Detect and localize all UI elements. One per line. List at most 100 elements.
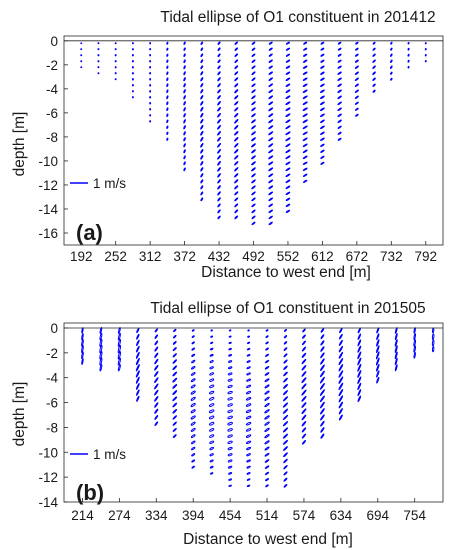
tidal-ellipse bbox=[394, 364, 398, 372]
tidal-ellipse bbox=[247, 329, 250, 332]
tidal-ellipse bbox=[166, 41, 169, 45]
x-tick-label: 432 bbox=[208, 249, 231, 264]
tidal-ellipse bbox=[97, 66, 100, 69]
tidal-ellipse bbox=[283, 347, 288, 351]
tidal-ellipse bbox=[183, 107, 186, 112]
tidal-ellipse bbox=[191, 459, 196, 463]
tidal-ellipse bbox=[320, 89, 325, 94]
tidal-ellipse bbox=[283, 446, 288, 451]
tidal-ellipse bbox=[264, 359, 270, 364]
tidal-ellipse bbox=[135, 370, 140, 378]
legend-label-a: 1 m/s bbox=[93, 176, 126, 191]
tidal-ellipse bbox=[190, 434, 196, 439]
tidal-ellipse bbox=[265, 347, 269, 351]
tidal-ellipse bbox=[319, 389, 325, 397]
tidal-ellipse bbox=[97, 48, 100, 51]
tidal-ellipse bbox=[285, 203, 291, 208]
tidal-ellipse bbox=[320, 155, 325, 159]
tidal-ellipse bbox=[283, 452, 288, 458]
tidal-ellipse bbox=[285, 155, 291, 160]
tidal-ellipse bbox=[320, 149, 325, 153]
tidal-ellipse bbox=[200, 179, 204, 184]
tidal-ellipse bbox=[357, 363, 362, 372]
tidal-ellipse bbox=[302, 83, 308, 88]
tidal-ellipse bbox=[131, 42, 134, 45]
tidal-ellipse bbox=[135, 357, 140, 366]
y-tick-label: -6 bbox=[46, 106, 58, 121]
tidal-ellipse bbox=[166, 131, 169, 135]
legend-a: 1 m/s bbox=[70, 176, 126, 191]
tidal-ellipse bbox=[166, 101, 169, 106]
panel-b: Tidal ellipse of O1 constituent in 20150… bbox=[11, 300, 444, 548]
tidal-ellipse bbox=[285, 191, 291, 196]
tidal-ellipse bbox=[172, 402, 178, 408]
tidal-ellipse bbox=[209, 366, 214, 370]
tidal-ellipse bbox=[338, 414, 343, 421]
tidal-ellipse bbox=[217, 101, 221, 106]
tidal-ellipse bbox=[80, 66, 83, 69]
tidal-ellipse bbox=[319, 408, 325, 415]
tidal-ellipse bbox=[265, 329, 269, 332]
tidal-ellipse bbox=[355, 113, 359, 117]
x-tick-label: 612 bbox=[311, 249, 334, 264]
tidal-ellipse bbox=[234, 119, 239, 124]
tidal-ellipse bbox=[301, 402, 307, 408]
tidal-ellipse bbox=[217, 142, 222, 148]
tidal-ellipse bbox=[268, 47, 273, 51]
tidal-ellipse bbox=[302, 95, 308, 100]
x-tick-label: 694 bbox=[367, 508, 390, 523]
tidal-ellipse bbox=[200, 89, 204, 94]
tidal-ellipse bbox=[208, 403, 215, 407]
tidal-ellipse bbox=[154, 334, 159, 339]
tidal-ellipse bbox=[301, 364, 307, 371]
tidal-ellipse bbox=[319, 370, 325, 378]
tidal-ellipse bbox=[424, 42, 427, 45]
tidal-ellipse bbox=[190, 378, 196, 383]
tidal-ellipse bbox=[407, 59, 410, 63]
tidal-ellipse bbox=[190, 402, 196, 408]
tidal-ellipse bbox=[372, 47, 376, 51]
tidal-ellipse bbox=[135, 345, 140, 353]
tidal-ellipse bbox=[117, 364, 121, 372]
tidal-ellipse bbox=[372, 71, 376, 76]
tidal-ellipse bbox=[265, 341, 269, 345]
tidal-ellipse bbox=[337, 131, 342, 135]
tidal-ellipse bbox=[149, 101, 152, 105]
tidal-ellipse bbox=[136, 395, 140, 402]
tidal-ellipse bbox=[251, 149, 256, 154]
tidal-ellipse bbox=[282, 427, 289, 433]
tidal-ellipse bbox=[209, 360, 214, 364]
tidal-ellipse bbox=[190, 427, 196, 432]
tidal-ellipse bbox=[135, 351, 140, 359]
tidal-ellipse bbox=[268, 137, 274, 142]
tidal-ellipse bbox=[135, 382, 140, 390]
tidal-ellipse bbox=[285, 137, 291, 142]
tidal-ellipse bbox=[227, 446, 233, 451]
tidal-ellipse bbox=[227, 421, 233, 426]
tidal-ellipse bbox=[97, 42, 100, 45]
tidal-ellipse bbox=[251, 89, 256, 94]
tidal-ellipse bbox=[183, 65, 186, 70]
tidal-ellipse bbox=[283, 464, 288, 470]
tidal-ellipse bbox=[154, 377, 159, 384]
tidal-ellipse bbox=[217, 185, 221, 190]
tidal-ellipse bbox=[354, 77, 359, 82]
tidal-ellipse bbox=[234, 107, 239, 112]
tidal-ellipse bbox=[228, 335, 232, 338]
y-tick-label: -12 bbox=[38, 470, 58, 485]
tidal-ellipse bbox=[268, 185, 274, 190]
tidal-ellipse bbox=[413, 327, 416, 334]
tidal-ellipse bbox=[166, 77, 169, 82]
tidal-ellipse bbox=[302, 179, 308, 183]
y-tick-label: 0 bbox=[50, 321, 58, 336]
tidal-ellipse bbox=[245, 428, 252, 432]
tidal-ellipse bbox=[227, 453, 233, 457]
tidal-ellipse bbox=[337, 53, 342, 57]
tidal-ellipse bbox=[217, 83, 221, 88]
tidal-ellipse bbox=[302, 107, 308, 112]
tidal-ellipse bbox=[183, 137, 186, 142]
tidal-ellipse bbox=[376, 370, 380, 378]
tidal-ellipse bbox=[355, 41, 359, 45]
x-tick-label: 672 bbox=[346, 249, 369, 264]
tidal-ellipse bbox=[390, 47, 393, 51]
